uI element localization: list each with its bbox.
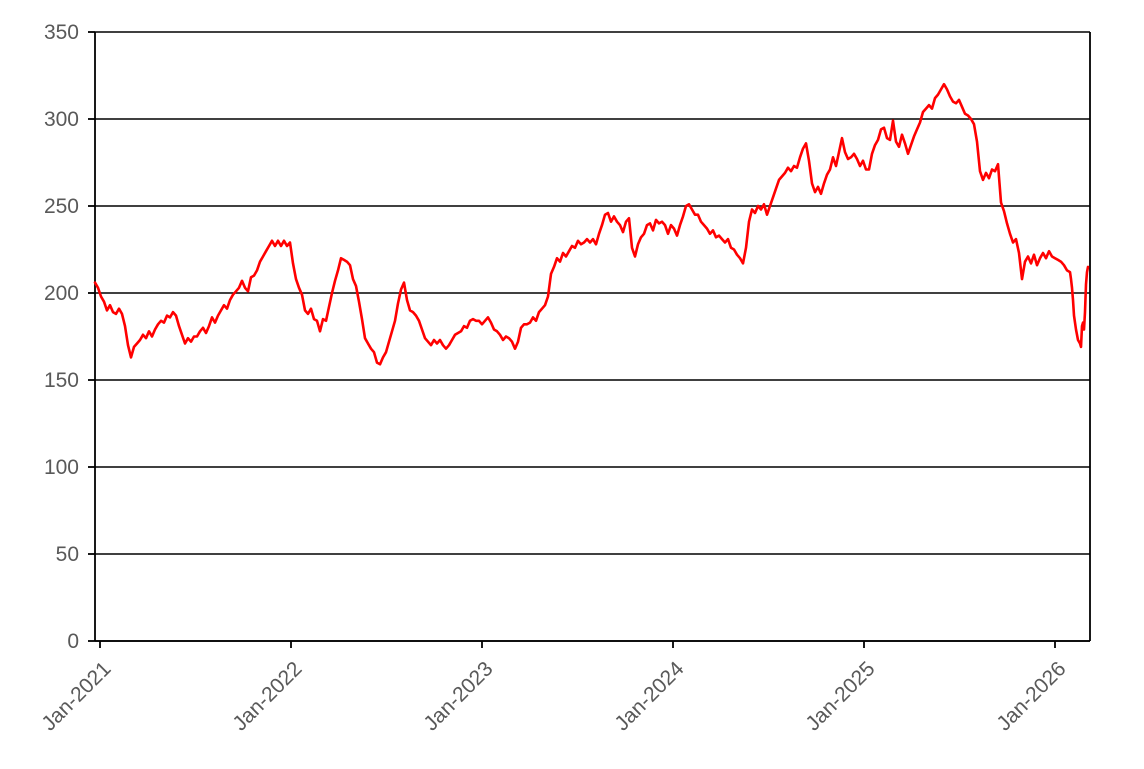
- y-axis-tick-label: 350: [44, 21, 79, 44]
- x-axis-tick-label: Jan-2024: [610, 657, 688, 735]
- x-axis-tick-label: Jan-2021: [37, 657, 115, 735]
- x-axis-tick-label: Jan-2022: [228, 657, 306, 735]
- y-axis-tick-label: 0: [67, 630, 79, 653]
- y-axis-tick-label: 200: [44, 282, 79, 305]
- x-axis-tick-label: Jan-2023: [419, 657, 497, 735]
- x-axis-tick-label: Jan-2026: [992, 657, 1070, 735]
- y-axis-tick-label: 100: [44, 456, 79, 479]
- y-axis-tick-label: 150: [44, 369, 79, 392]
- y-axis-tick-label: 250: [44, 195, 79, 218]
- y-axis-tick-label: 300: [44, 108, 79, 131]
- price-line: [93, 82, 1090, 366]
- y-axis-tick-label: 50: [56, 543, 79, 566]
- x-axis-tick-label: Jan-2025: [801, 657, 879, 735]
